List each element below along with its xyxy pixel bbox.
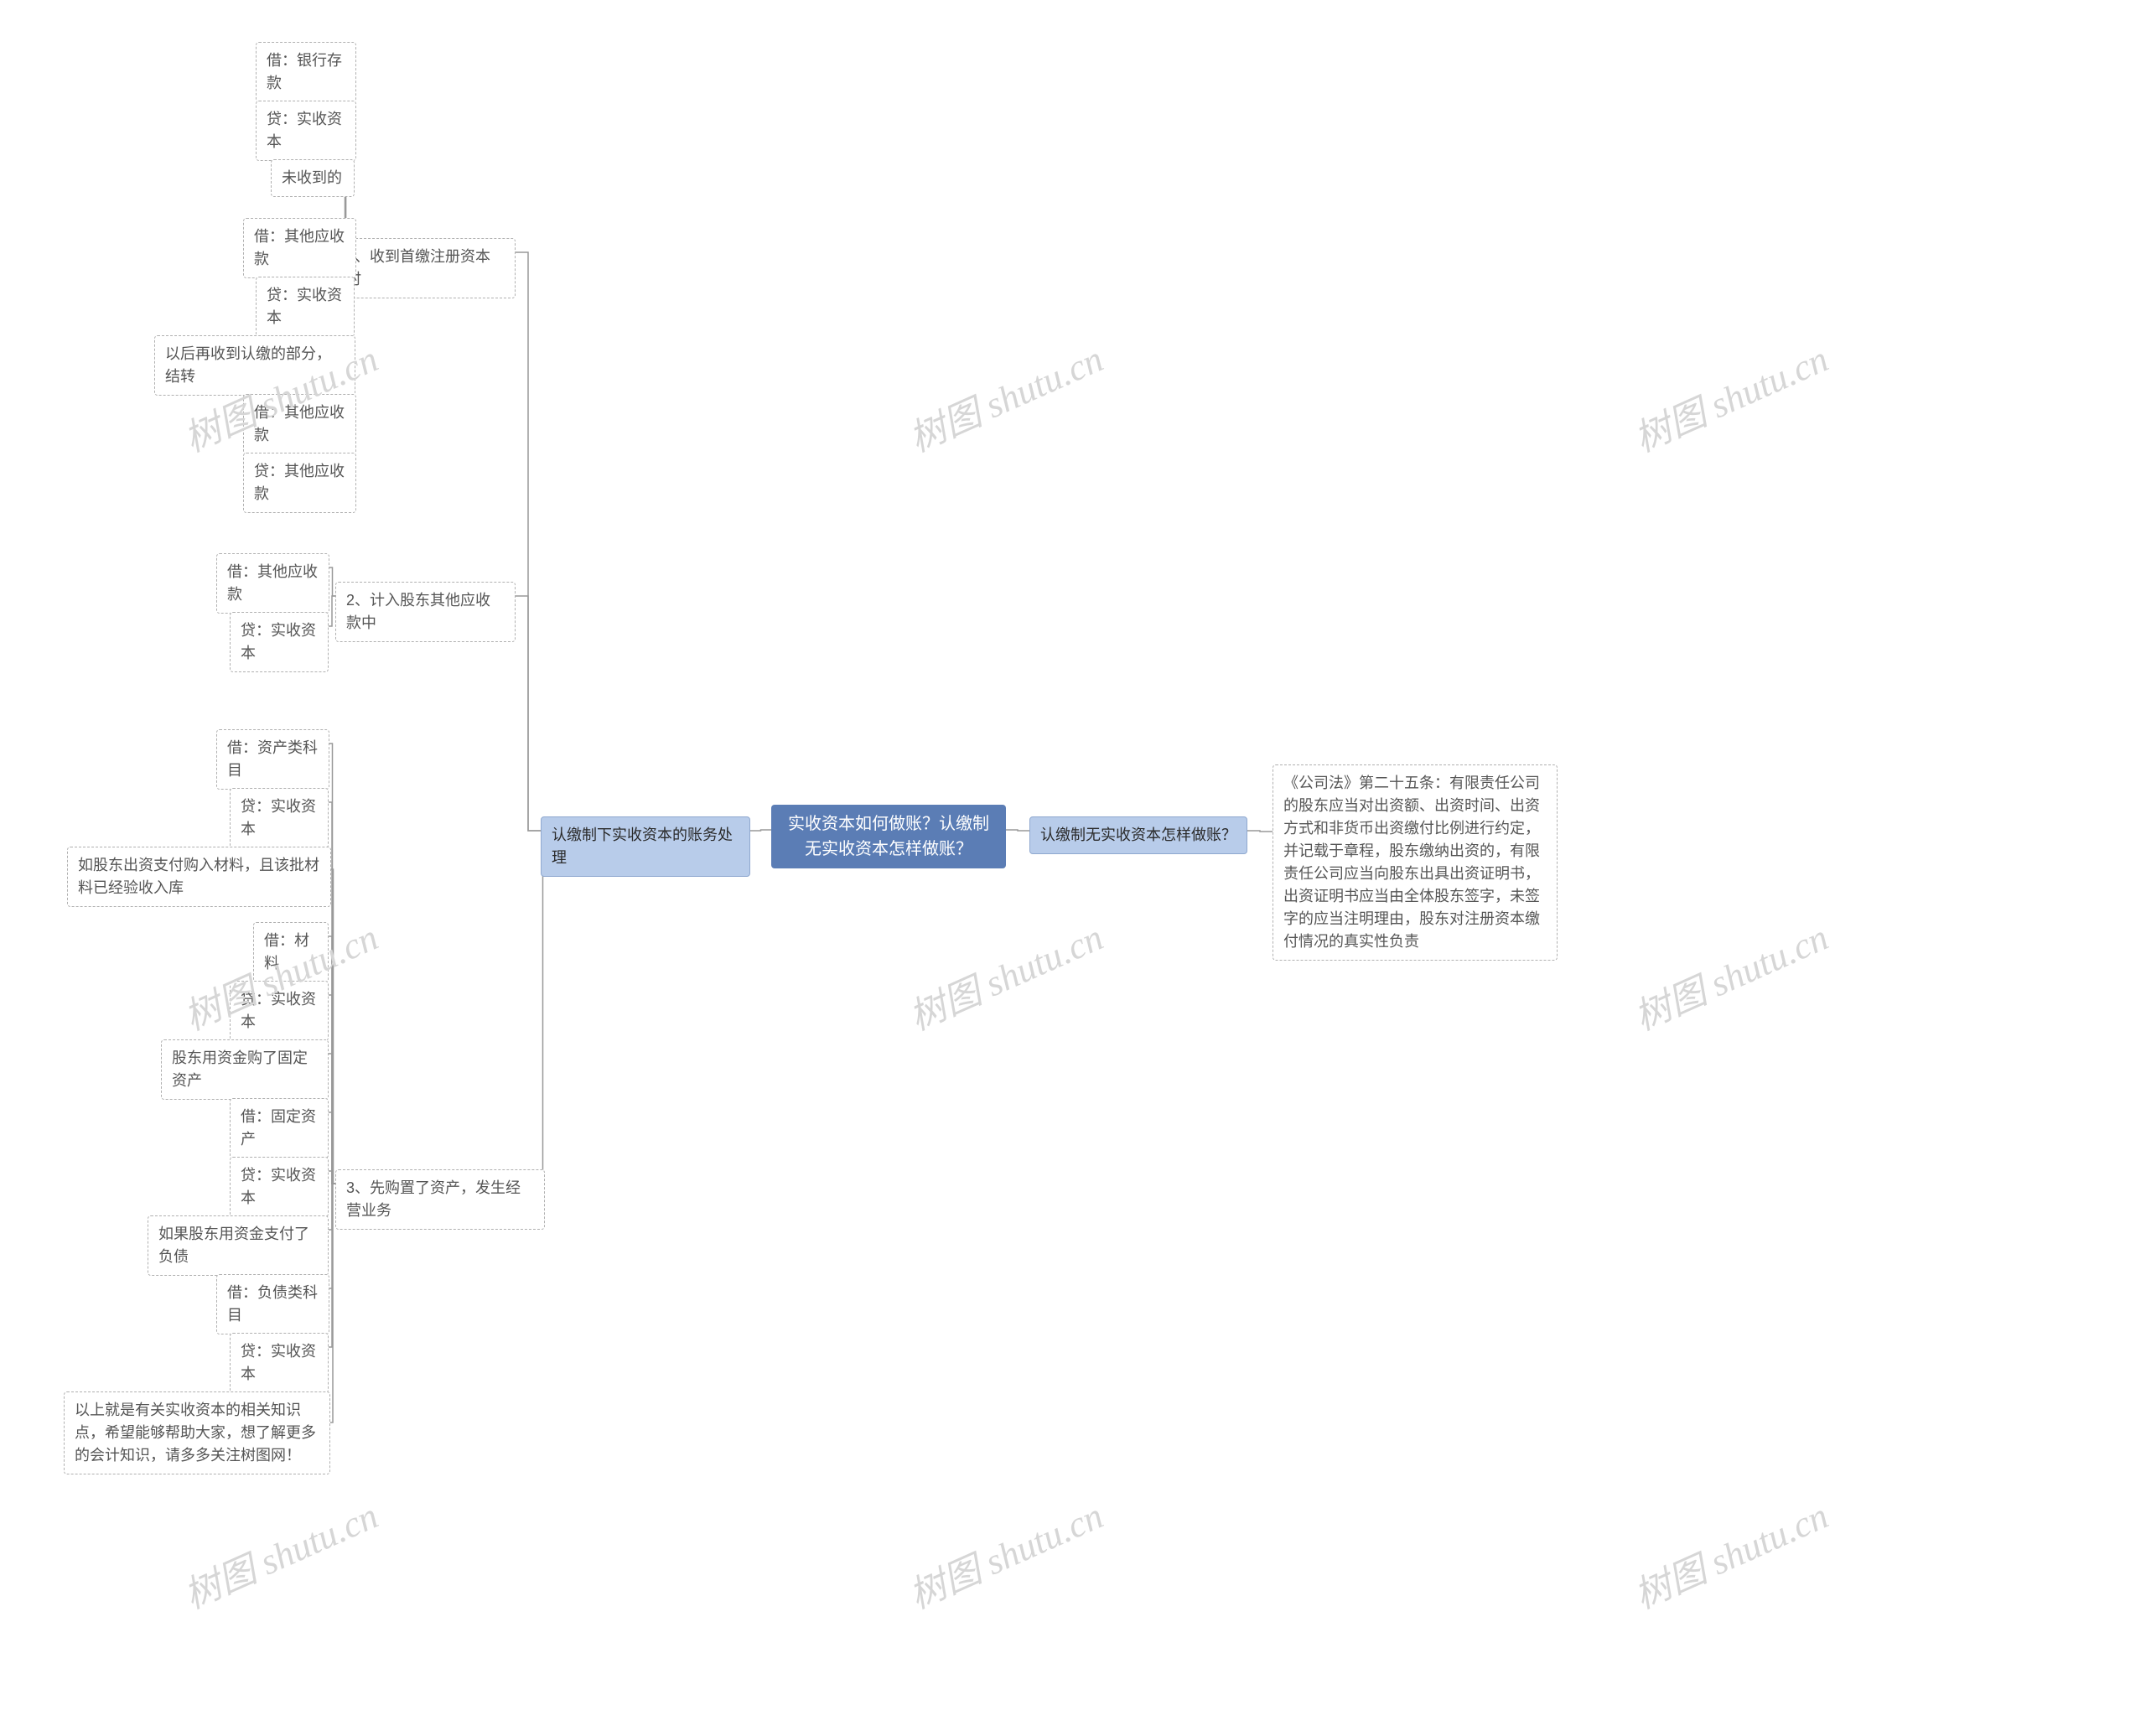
node-m1d: 借：其他应收款	[243, 218, 356, 278]
connector	[516, 252, 541, 831]
node-m3f: 股东用资金购了固定资产	[161, 1039, 329, 1100]
watermark: 树图 shutu.cn	[174, 1486, 386, 1619]
node-m2b: 贷：实收资本	[230, 612, 329, 672]
node-m3h: 贷：实收资本	[230, 1157, 329, 1217]
node-m3k: 贷：实收资本	[230, 1333, 329, 1393]
connector	[329, 1112, 335, 1184]
watermark: 树图 shutu.cn	[899, 329, 1111, 463]
node-m2a: 借：其他应收款	[216, 553, 329, 614]
node-m3: 3、先购置了资产，发生经营业务	[335, 1169, 545, 1230]
node-m3b: 贷：实收资本	[230, 788, 329, 848]
connector	[329, 936, 335, 1184]
node-m3a: 借：资产类科目	[216, 729, 329, 790]
connector	[329, 1054, 335, 1184]
node-m1a: 借：银行存款	[256, 42, 356, 102]
connector	[329, 744, 335, 1184]
node-m1b: 贷：实收资本	[256, 101, 356, 161]
node-left_b: 认缴制下实收资本的账务处理	[541, 816, 750, 877]
node-m1f: 以后再收到认缴的部分，结转	[154, 335, 355, 396]
node-m1g: 借：其他应收款	[243, 394, 356, 454]
node-m3j: 借：负债类科目	[216, 1274, 329, 1334]
connector	[750, 830, 771, 831]
connector	[329, 995, 335, 1184]
node-m1e: 贷：实收资本	[256, 277, 355, 337]
node-m1h: 贷：其他应收款	[243, 453, 356, 513]
node-root: 实收资本如何做账？认缴制无实收资本怎样做账？	[771, 805, 1006, 868]
node-right_b: 认缴制无实收资本怎样做账？	[1029, 816, 1247, 854]
node-m2: 2、计入股东其他应收款中	[335, 582, 516, 642]
node-right_leaf: 《公司法》第二十五条：有限责任公司的股东应当对出资额、出资时间、出资方式和非货币…	[1273, 764, 1558, 961]
node-m1: 1、收到首缴注册资本时	[335, 238, 516, 298]
connector	[329, 596, 335, 626]
connector	[329, 1171, 335, 1184]
node-m3l: 以上就是有关实收资本的相关知识点，希望能够帮助大家，想了解更多的会计知识，请多多…	[64, 1391, 330, 1474]
watermark: 树图 shutu.cn	[899, 908, 1111, 1041]
connector	[329, 1184, 335, 1347]
node-m3c: 如股东出资支付购入材料，且该批材料已经验收入库	[67, 847, 331, 907]
connector	[1006, 830, 1029, 831]
watermark: 树图 shutu.cn	[1625, 908, 1836, 1041]
watermark: 树图 shutu.cn	[899, 1486, 1111, 1619]
node-m3g: 借：固定资产	[230, 1098, 329, 1158]
watermark: 树图 shutu.cn	[1625, 329, 1836, 463]
node-m3i: 如果股东用资金支付了负债	[148, 1215, 329, 1276]
connector	[516, 596, 541, 831]
connector	[541, 831, 545, 1184]
connector	[329, 1184, 335, 1288]
node-m3e: 贷：实收资本	[230, 981, 329, 1041]
node-m1c: 未收到的	[271, 159, 355, 197]
connector	[329, 1184, 335, 1230]
connector	[329, 567, 335, 596]
connector	[331, 869, 335, 1184]
watermark: 树图 shutu.cn	[1625, 1486, 1836, 1619]
connector	[1247, 831, 1273, 832]
node-m3d: 借：材料	[253, 922, 329, 982]
